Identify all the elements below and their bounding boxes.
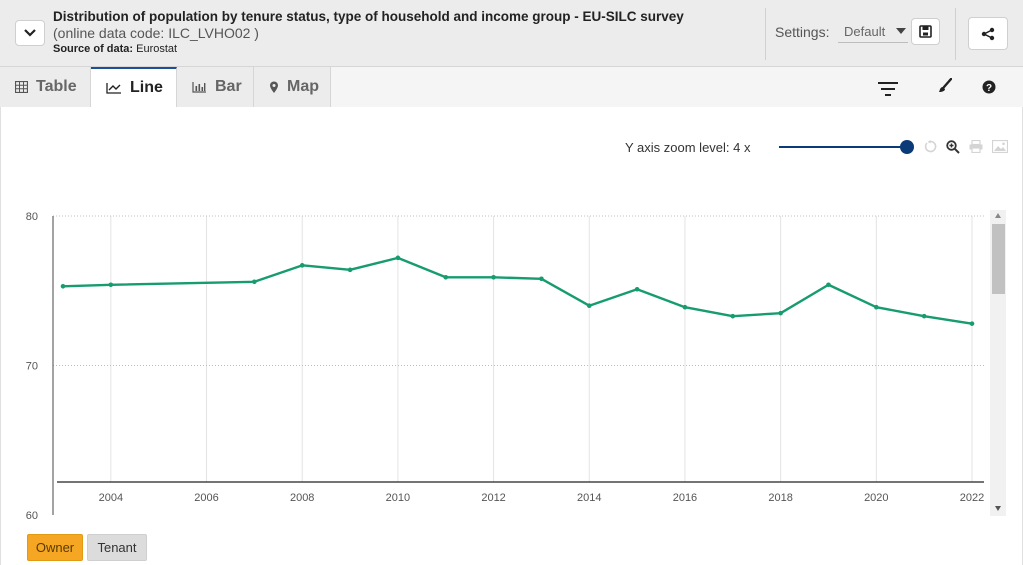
- svg-text:?: ?: [986, 83, 992, 94]
- data-point: [682, 304, 688, 310]
- source-label: Source of data:: [53, 43, 134, 55]
- tab-bar[interactable]: Bar: [177, 67, 254, 107]
- tab-label: Line: [130, 79, 163, 96]
- legend-item-owner[interactable]: Owner: [27, 534, 83, 561]
- legend-item-tenant[interactable]: Tenant: [87, 534, 147, 561]
- image-download-icon[interactable]: [992, 140, 1008, 153]
- help-icon[interactable]: ?: [982, 80, 996, 94]
- save-button[interactable]: [911, 18, 940, 45]
- data-point: [778, 310, 783, 316]
- tab-line[interactable]: Line: [91, 67, 177, 107]
- filter-icon[interactable]: [877, 81, 899, 97]
- series-line: [62, 256, 973, 325]
- legend-label: Tenant: [97, 540, 137, 555]
- data-point: [252, 279, 257, 285]
- scroll-down-icon[interactable]: [995, 506, 1001, 511]
- zoom-in-icon[interactable]: [946, 140, 960, 154]
- data-point: [395, 255, 401, 261]
- y-tick-label: 80: [26, 211, 38, 223]
- x-tick-label: 2012: [481, 492, 505, 504]
- view-tabs: Table Line Bar Map: [0, 67, 1023, 107]
- data-point: [634, 286, 640, 292]
- scroll-up-icon[interactable]: [995, 213, 1001, 218]
- x-tick-label: 2022: [960, 492, 984, 504]
- dataset-code: (online data code: ILC_LVHO02 ): [53, 25, 259, 41]
- collapse-button[interactable]: [15, 20, 45, 46]
- data-point: [299, 263, 305, 268]
- title-block: Distribution of population by tenure sta…: [53, 9, 753, 56]
- data-point: [969, 321, 975, 326]
- tab-label: Map: [287, 78, 319, 95]
- reset-icon[interactable]: [924, 140, 937, 153]
- settings-select[interactable]: Default: [838, 21, 908, 43]
- data-point: [443, 274, 449, 280]
- data-point: [60, 283, 66, 289]
- share-button[interactable]: [968, 17, 1008, 50]
- data-point: [826, 282, 831, 288]
- settings-label: Settings:: [775, 24, 830, 40]
- data-point: [586, 303, 592, 309]
- settings-value: Default: [844, 24, 886, 39]
- share-icon: [981, 27, 995, 40]
- data-point: [921, 313, 927, 319]
- scrollbar-thumb[interactable]: [992, 224, 1005, 294]
- line-chart-icon: [106, 83, 121, 94]
- divider: [955, 8, 956, 60]
- x-tick-label: 2016: [673, 492, 697, 504]
- y-tick-label: 60: [26, 510, 38, 522]
- data-point: [539, 276, 544, 282]
- caret-down-icon: [896, 28, 906, 34]
- x-tick-label: 2008: [290, 492, 314, 504]
- x-tick-label: 2006: [194, 492, 218, 504]
- x-tick-label: 2004: [99, 492, 123, 504]
- dataset-title: Distribution of population by tenure sta…: [53, 9, 684, 24]
- data-point: [347, 267, 353, 273]
- paintbrush-icon[interactable]: [938, 78, 952, 94]
- chevron-down-icon: [24, 29, 36, 37]
- header-bar: Distribution of population by tenure sta…: [0, 0, 1023, 67]
- zoom-slider[interactable]: [779, 146, 907, 148]
- data-point: [730, 313, 736, 319]
- data-point: [874, 304, 879, 310]
- zoom-level-label: Y axis zoom level: 4 x: [625, 140, 751, 155]
- x-tick-label: 2010: [386, 492, 410, 504]
- print-icon[interactable]: [969, 140, 983, 153]
- source-value: Eurostat: [136, 43, 178, 55]
- x-tick-label: 2018: [768, 492, 792, 504]
- data-source: Source of data: Eurostat: [53, 42, 753, 56]
- line-chart: 60 70 80 2004 2006 2008 2010 2012 2014 2016 2018 20…: [26, 211, 984, 522]
- bar-chart-icon: [192, 82, 206, 93]
- map-pin-icon: [270, 81, 278, 93]
- data-point: [491, 274, 496, 280]
- tab-label: Table: [36, 78, 77, 95]
- data-point: [108, 282, 114, 288]
- x-tick-label: 2014: [577, 492, 601, 504]
- tab-label: Bar: [215, 78, 242, 95]
- table-icon: [15, 81, 28, 93]
- x-tick-label: 2020: [864, 492, 888, 504]
- floppy-disk-icon: [919, 25, 932, 38]
- zoom-slider-handle[interactable]: [900, 140, 914, 154]
- tab-table[interactable]: Table: [0, 67, 91, 107]
- divider: [765, 8, 766, 60]
- tab-map[interactable]: Map: [254, 67, 331, 107]
- legend-label: Owner: [35, 540, 75, 555]
- y-tick-label: 70: [26, 361, 38, 373]
